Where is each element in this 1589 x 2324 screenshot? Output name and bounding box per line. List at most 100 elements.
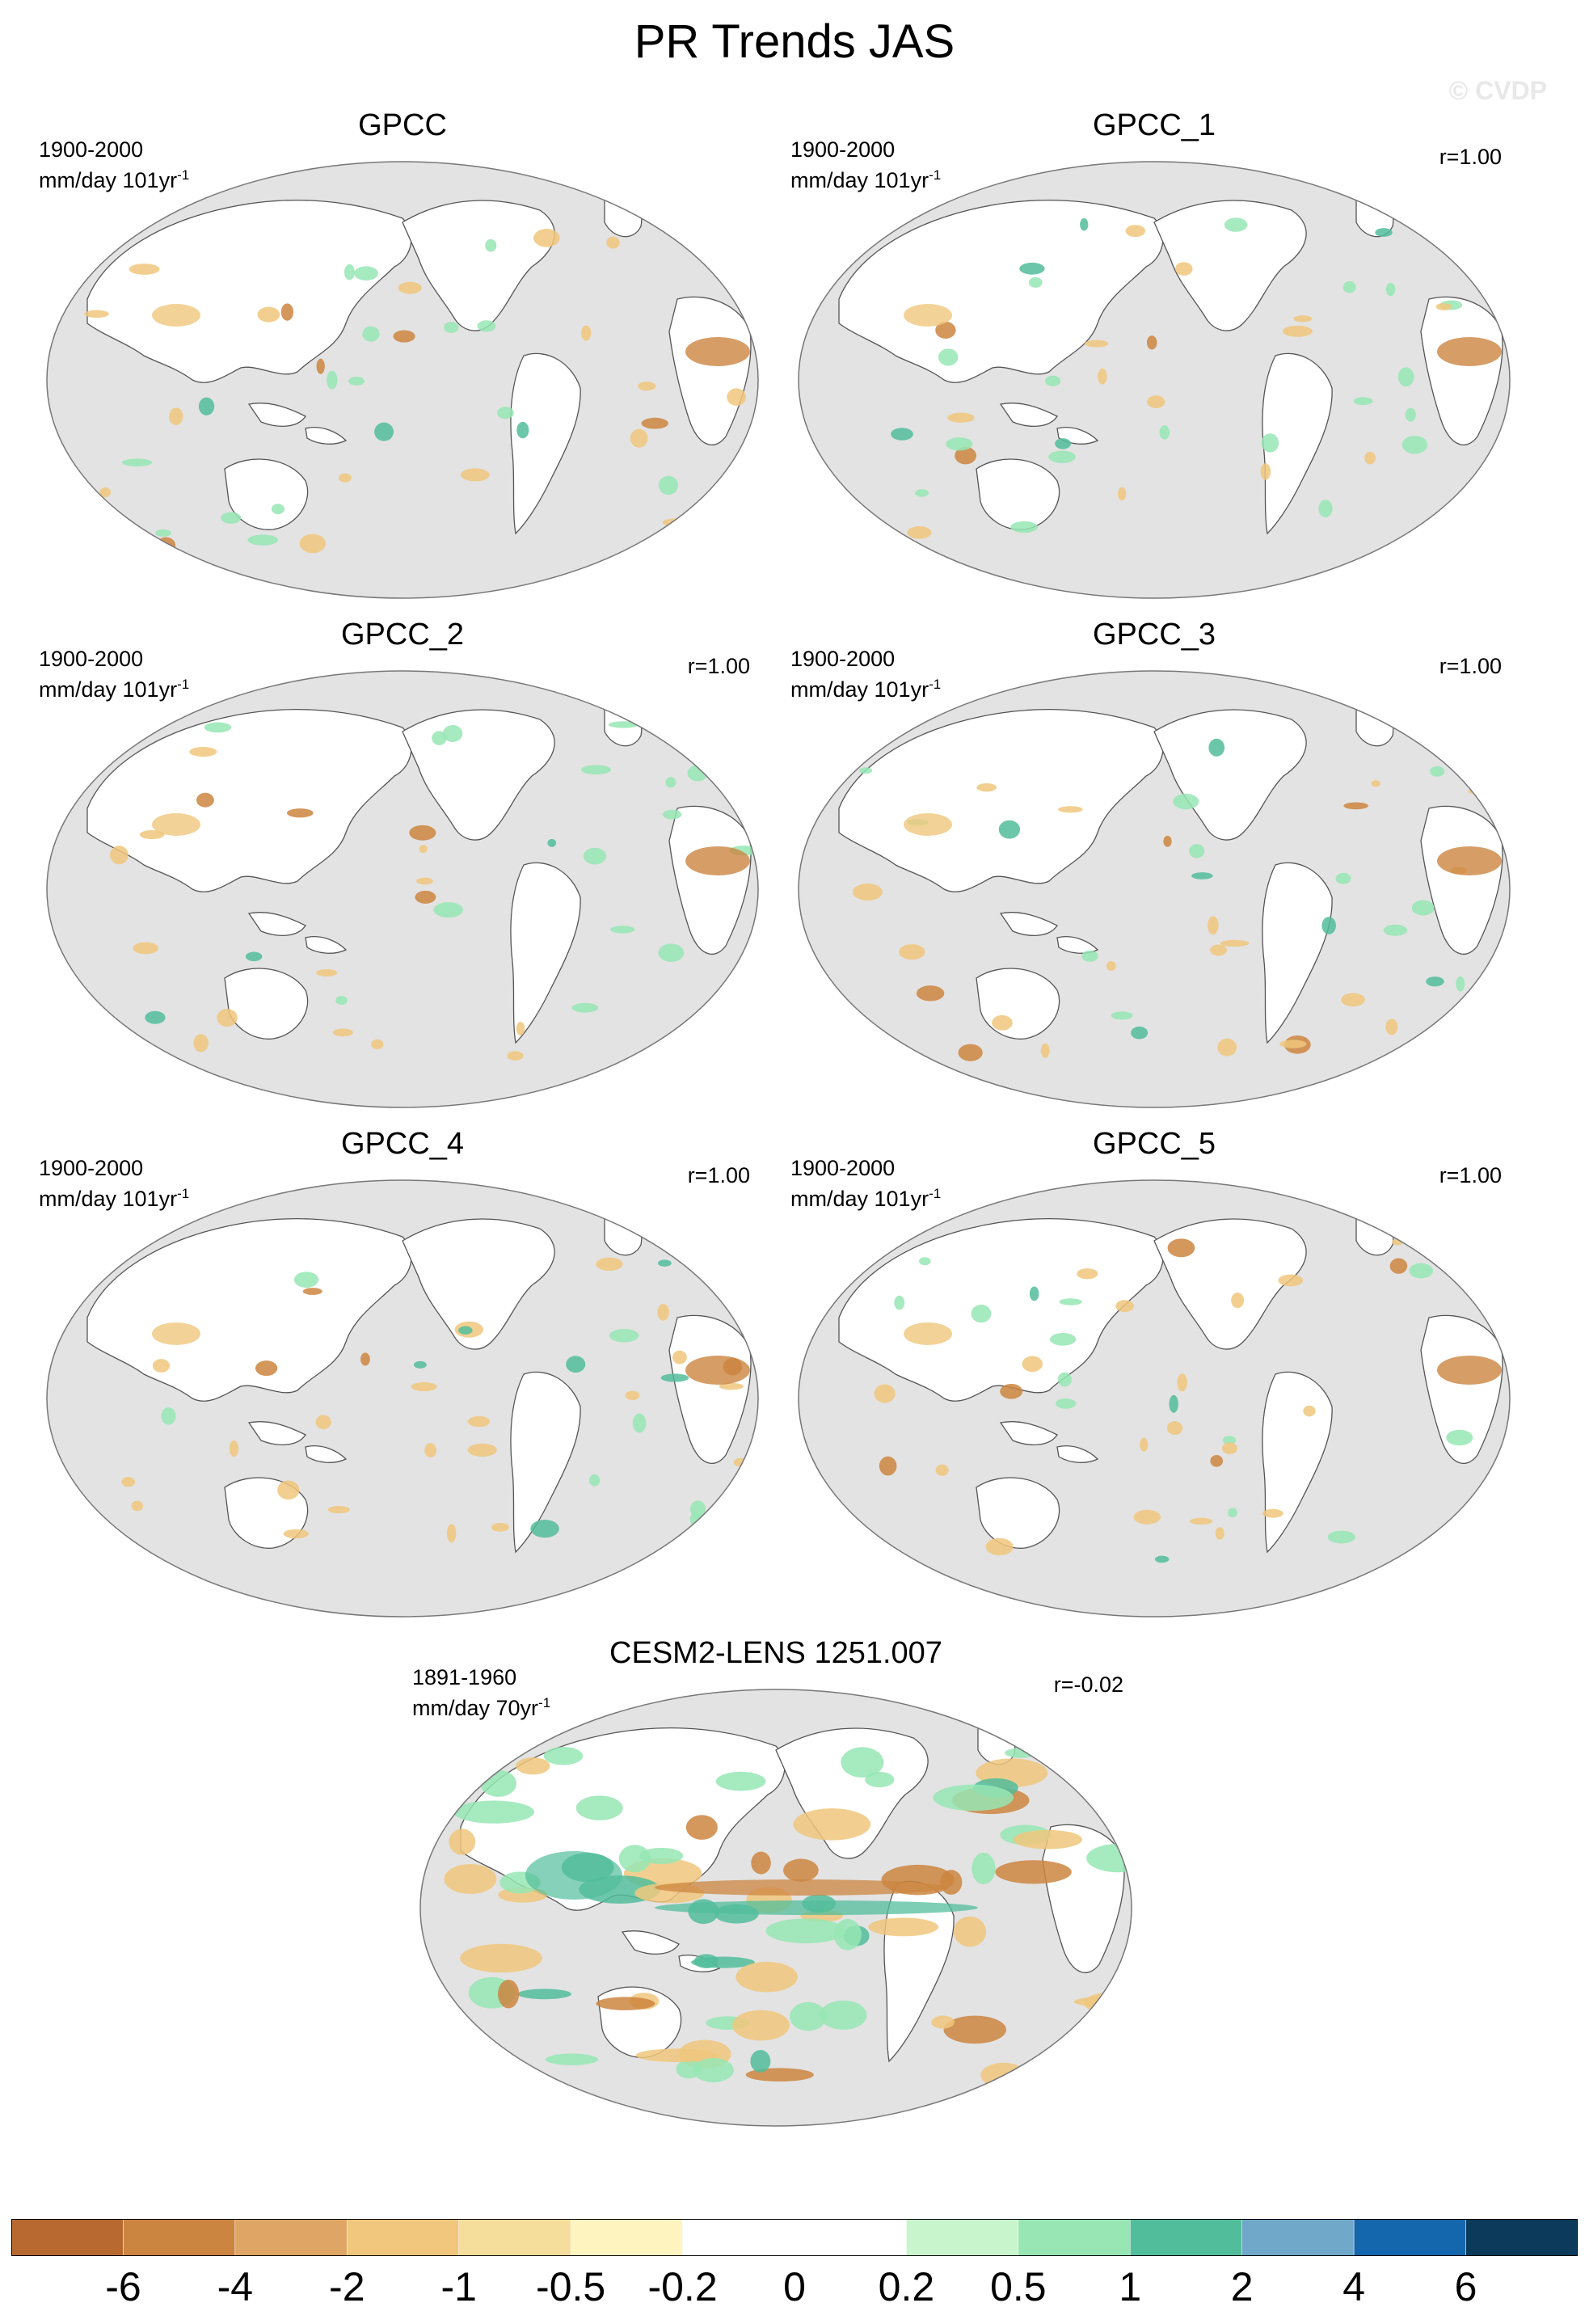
colorbar-swatch [1353, 2219, 1466, 2256]
trend-blob [1389, 1258, 1408, 1274]
trend-blob [1191, 872, 1213, 879]
trend-blob [630, 428, 648, 448]
trend-blob [419, 845, 428, 854]
trend-blob [1175, 262, 1193, 276]
continent-outline [1153, 709, 1307, 841]
trend-blob [1040, 1043, 1050, 1058]
trend-blob [571, 1002, 599, 1013]
trend-blob [145, 1010, 166, 1024]
continent-outline [510, 352, 581, 535]
trend-blob [1115, 1300, 1134, 1313]
trend-blob [1278, 1274, 1304, 1287]
trend-blob [992, 1014, 1013, 1031]
trend-blob [1140, 1437, 1149, 1452]
period-label: 1900-2000 [39, 1156, 144, 1180]
trend-blob [588, 1474, 601, 1487]
trend-blob [865, 1771, 895, 1788]
trend-blob [449, 1828, 476, 1855]
trend-blob [530, 1520, 559, 1538]
trend-blob [1080, 218, 1089, 231]
trend-blob [1303, 1405, 1316, 1417]
trend-blob [1000, 1383, 1023, 1399]
trend-blob [639, 1847, 684, 1864]
trend-blob [139, 830, 165, 840]
trend-blob [327, 1505, 350, 1514]
trend-blob [1133, 1509, 1161, 1525]
trend-blob [1228, 1508, 1237, 1518]
trend-blob [169, 407, 183, 426]
trend-blob [868, 1917, 939, 1937]
map-border [46, 161, 759, 599]
colorbar-swatch [1465, 2219, 1578, 2256]
trend-blob [460, 468, 490, 482]
trend-blob [533, 229, 560, 247]
map-panel-1: GPCC_1 1900-2000 mm/day 101yr-1 r=1.00 [790, 108, 1518, 599]
trend-blob [1177, 1373, 1187, 1392]
continent-outline [1056, 936, 1099, 954]
trend-blob [271, 504, 285, 515]
trend-blob [1262, 1508, 1283, 1518]
trend-blob [516, 421, 529, 439]
continent-outline [668, 1314, 752, 1465]
trend-blob [596, 1257, 623, 1272]
trend-blob [1209, 944, 1228, 956]
pattern-correlation: r=1.00 [1439, 145, 1502, 169]
period-label: 1900-2000 [790, 647, 896, 671]
panel-period: 1900-2000 mm/day 101yr-1 [790, 1155, 941, 1212]
trend-blob [583, 847, 607, 865]
continent-outline [999, 912, 1058, 936]
trend-blob [1261, 433, 1279, 453]
trend-blob [955, 446, 977, 465]
trend-blob [685, 1815, 718, 1840]
colorbar-swatch [458, 2219, 571, 2256]
colorbar-swatch [1018, 2219, 1131, 2256]
map-border [798, 161, 1511, 599]
trend-blob [609, 1329, 639, 1343]
trend-blob [1059, 1298, 1082, 1305]
trend-blob [1125, 225, 1146, 238]
continent-outline [224, 968, 309, 1040]
continent-outline [838, 709, 1164, 892]
trend-blob [719, 1382, 744, 1390]
trend-blob [1293, 315, 1313, 323]
trend-blob [161, 1407, 176, 1425]
trend-blob [1131, 1026, 1149, 1040]
colorbar-tick-label: 0.5 [990, 2264, 1047, 2309]
trend-blob [740, 743, 749, 753]
trend-blob [316, 968, 338, 976]
trend-blob [641, 417, 668, 429]
trend-blob [1397, 367, 1414, 387]
trend-blob [1343, 802, 1368, 810]
colorbar-swatch [794, 2219, 907, 2256]
continent-outline [1056, 1445, 1099, 1463]
panel-period: 1900-2000 mm/day 101yr-1 [39, 137, 189, 193]
trend-blob [293, 1272, 319, 1289]
trend-blob [103, 523, 124, 536]
trend-blob [283, 1529, 310, 1539]
pattern-correlation: r=1.00 [1439, 654, 1502, 678]
trend-blob [841, 1747, 884, 1778]
trend-blob [221, 512, 242, 524]
trend-blob [415, 890, 436, 904]
map-svg [798, 1179, 1511, 1618]
trend-blob [705, 1230, 714, 1240]
map-svg [46, 670, 759, 1108]
colorbar-tick-label: -0.5 [536, 2264, 606, 2309]
map-panel-2: GPCC_2 1900-2000 mm/day 101yr-1 r=1.00 [39, 618, 766, 1108]
continent-outline [224, 458, 309, 530]
continent-outline [668, 805, 752, 955]
trend-blob [546, 2053, 598, 2065]
period-label: 1891-1960 [412, 1665, 517, 1689]
trend-blob [1405, 407, 1416, 422]
trend-blob [327, 370, 338, 390]
trend-blob [658, 943, 685, 962]
trend-blob [874, 1384, 896, 1403]
units-label: mm/day 70yr-1 [412, 1695, 551, 1720]
colorbar-tick-label: -2 [329, 2264, 365, 2309]
trend-blob [783, 1858, 819, 1882]
continent-outline [402, 200, 555, 331]
map-border [798, 670, 1511, 1108]
trend-blob [338, 473, 352, 483]
colorbar-swatch [347, 2219, 459, 2256]
panel-title: GPCC_1 [1092, 108, 1216, 142]
